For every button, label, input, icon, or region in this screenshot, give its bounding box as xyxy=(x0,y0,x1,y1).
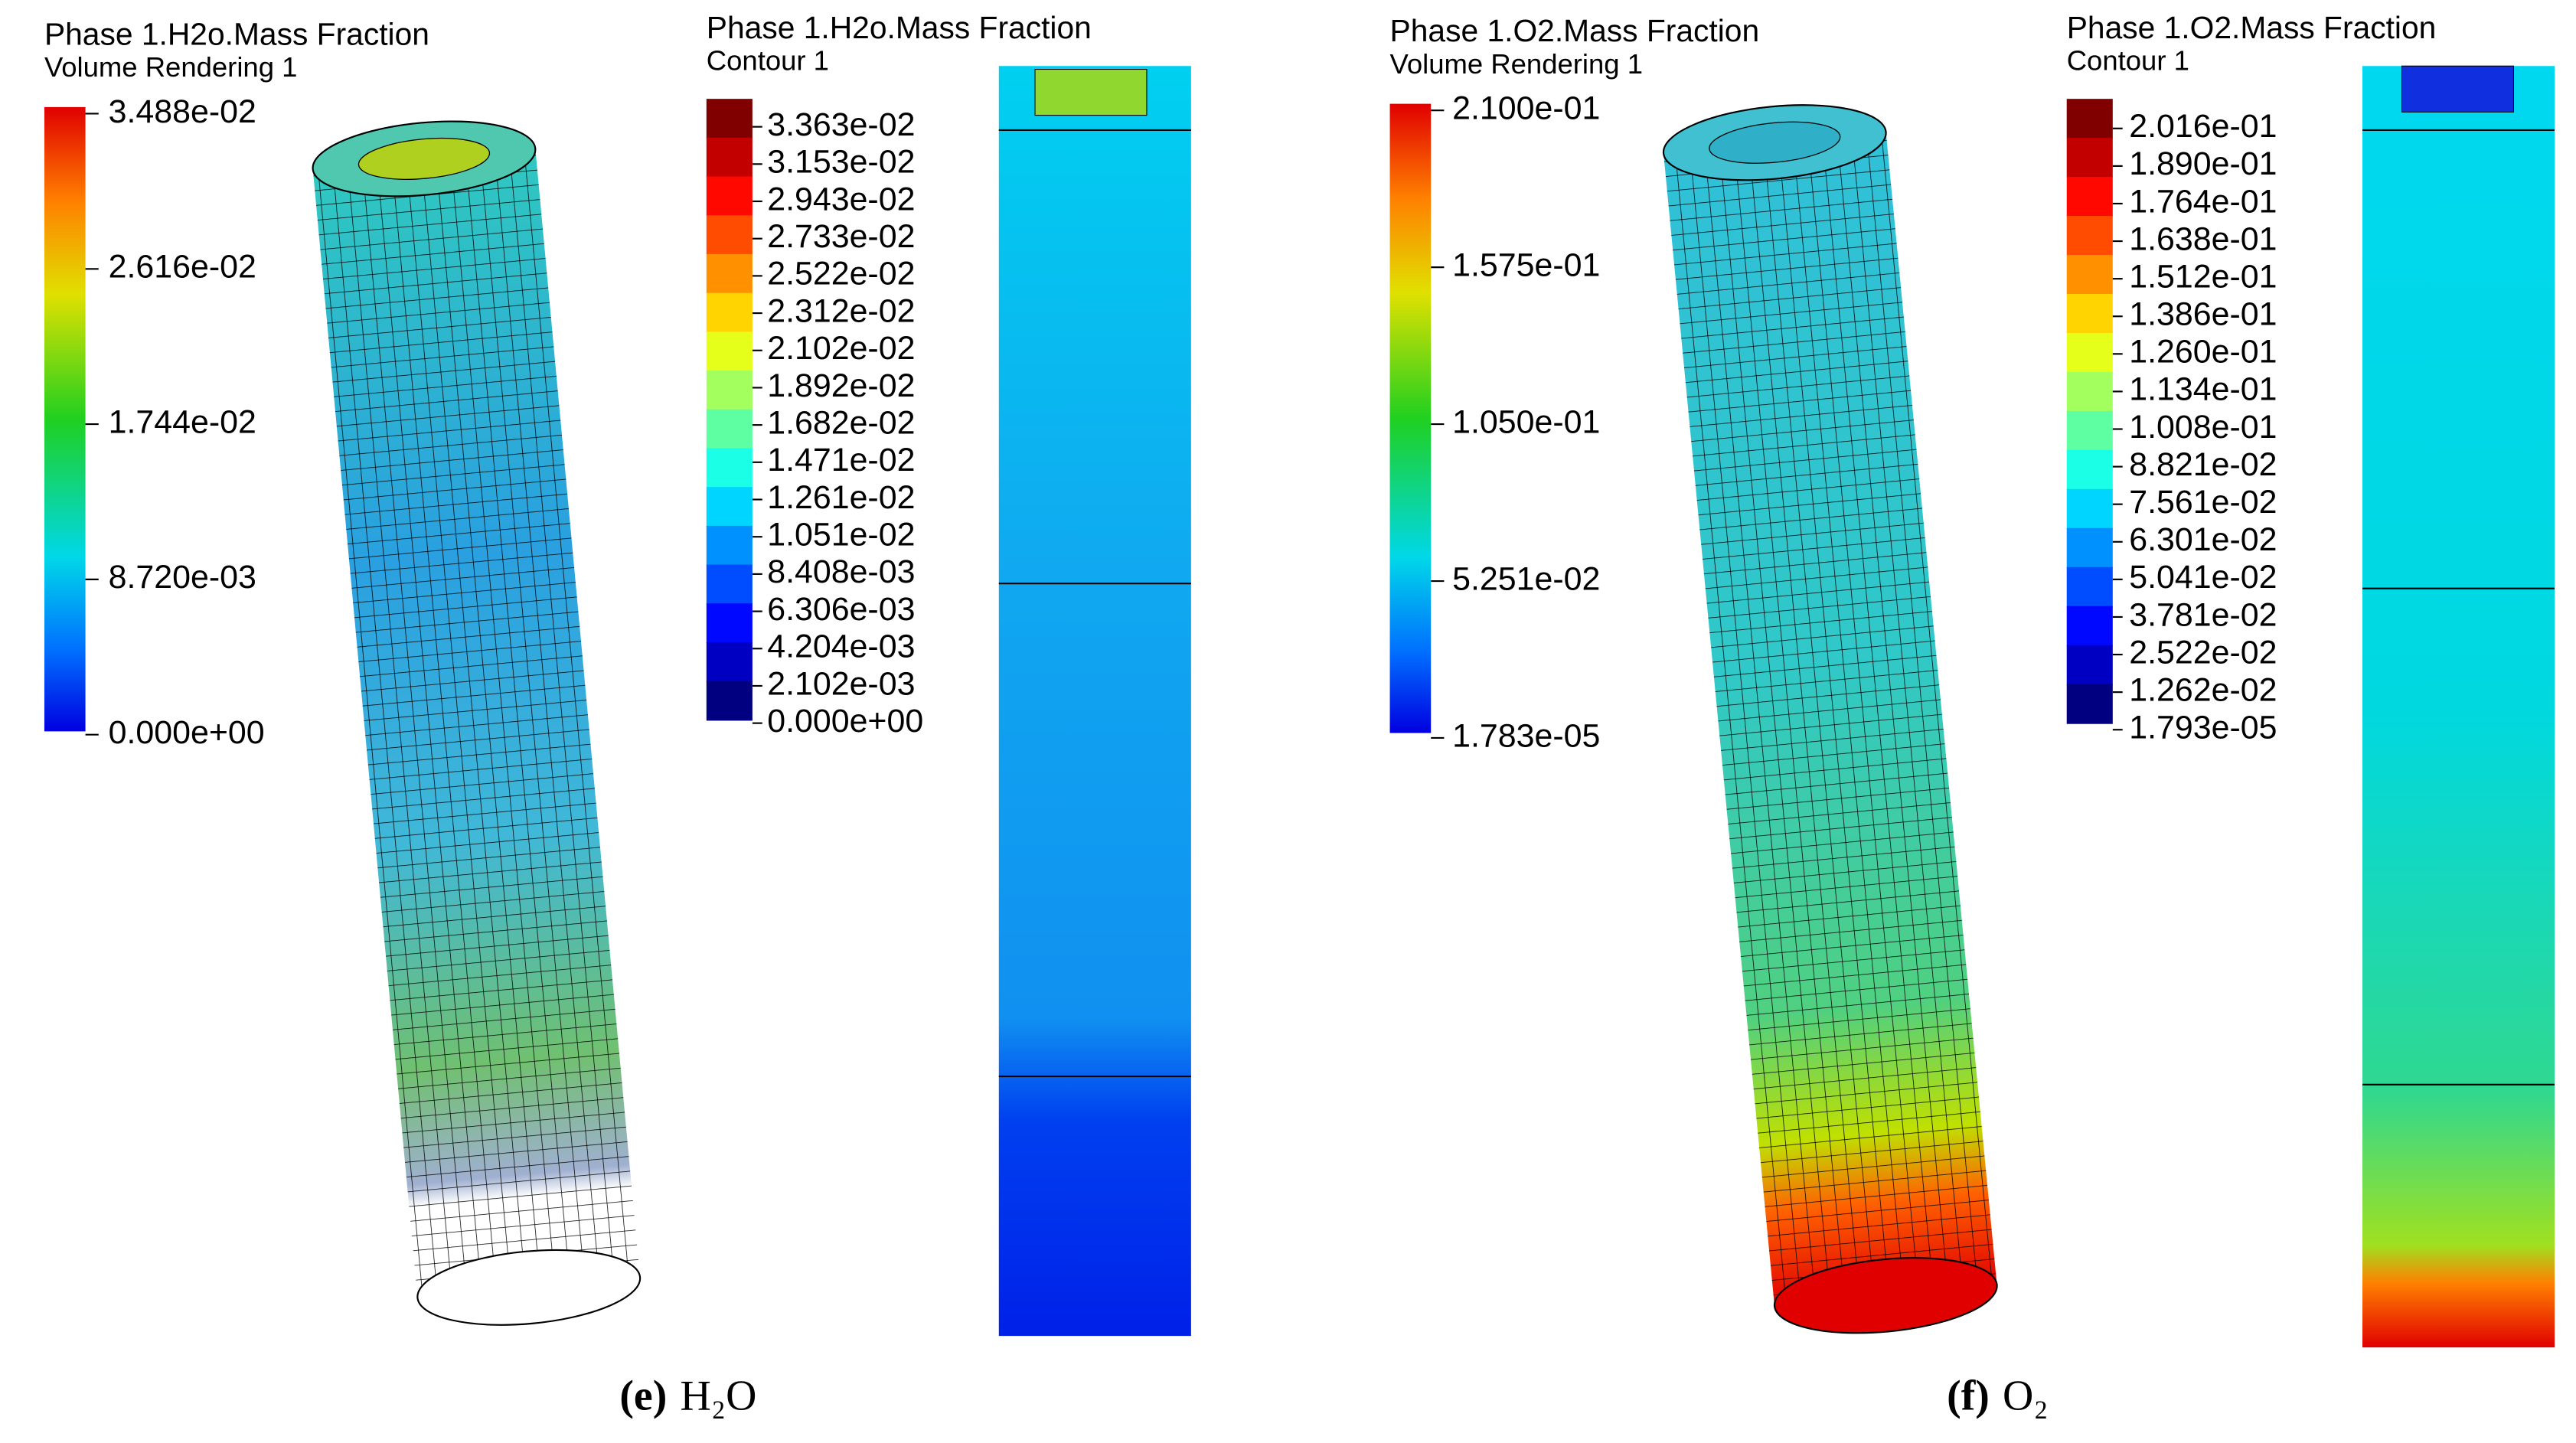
colorbar-label: 3.153e-02 xyxy=(767,144,915,181)
colorbar-band xyxy=(2066,255,2113,295)
colorbar-label: 2.616e-02 xyxy=(109,249,256,286)
colorbar-band xyxy=(2066,527,2113,568)
caption-text: H₂O xyxy=(680,1373,756,1420)
colorbar-label: 0.000e+00 xyxy=(767,703,923,739)
contour-strip xyxy=(998,66,1191,1337)
colorbar-band xyxy=(706,292,753,333)
colorbar-label: 1.512e-01 xyxy=(2129,258,2277,295)
colorbar-label: 0.000e+00 xyxy=(109,714,265,751)
colorbar-label: 1.050e-01 xyxy=(1452,403,1600,440)
colorbar-band xyxy=(706,642,753,682)
colorbar-band xyxy=(2066,177,2113,217)
colorbar-label: 1.261e-02 xyxy=(767,479,915,516)
colorbar-band xyxy=(2066,606,2113,646)
colorbar-band xyxy=(706,99,753,139)
colorbar-label: 2.102e-02 xyxy=(767,330,915,367)
colorbar-band xyxy=(706,525,753,566)
colorbar-label: 1.892e-02 xyxy=(767,367,915,404)
legend-title: Phase 1.O2.Mass Fraction xyxy=(1390,13,1760,48)
legend-title: Phase 1.O2.Mass Fraction xyxy=(2067,10,2437,45)
colorbar-band xyxy=(2066,371,2113,412)
legend-subtitle: Contour 1 xyxy=(2067,45,2189,77)
caption-label: (f) xyxy=(1947,1373,1990,1420)
colorbar-label: 2.733e-02 xyxy=(767,218,915,255)
colorbar-band xyxy=(706,371,753,410)
colorbar-label: 1.783e-05 xyxy=(1452,717,1600,754)
colorbar-label: 1.262e-02 xyxy=(2129,671,2277,708)
colorbar-label: 8.821e-02 xyxy=(2129,446,2277,483)
colorbar-label: 1.682e-02 xyxy=(767,404,915,441)
colorbar-label: 2.522e-02 xyxy=(2129,634,2277,671)
colorbar-label: 1.134e-01 xyxy=(2129,371,2277,408)
colorbar xyxy=(44,106,86,732)
colorbar-band xyxy=(2066,332,2113,374)
colorbar-label: 8.720e-03 xyxy=(109,559,256,596)
colorbar-band xyxy=(2066,99,2113,139)
legend-subtitle: Volume Rendering 1 xyxy=(44,51,297,83)
colorbar-label: 3.488e-02 xyxy=(109,93,256,130)
colorbar-label: 2.943e-02 xyxy=(767,181,915,217)
cylinder-render xyxy=(1662,104,1998,1334)
colorbar-label: 2.016e-01 xyxy=(2129,108,2277,145)
legend-title: Phase 1.H2o.Mass Fraction xyxy=(44,16,429,51)
colorbar-label: 6.301e-02 xyxy=(2129,521,2277,558)
colorbar-label: 7.561e-02 xyxy=(2129,484,2277,521)
colorbar-band xyxy=(2066,449,2113,490)
colorbar-band xyxy=(706,215,753,256)
colorbar-label: 1.471e-02 xyxy=(767,442,915,478)
colorbar-band xyxy=(2066,645,2113,685)
contour-strip xyxy=(2362,65,2555,1348)
legend-subtitle: Volume Rendering 1 xyxy=(1390,48,1643,80)
caption-text: O₂ xyxy=(2003,1373,2049,1420)
colorbar-label: 2.100e-01 xyxy=(1452,90,1600,127)
colorbar-label: 1.386e-01 xyxy=(2129,296,2277,333)
colorbar-label: 2.522e-02 xyxy=(767,256,915,292)
colorbar-label: 5.251e-02 xyxy=(1452,560,1600,597)
colorbar-band xyxy=(706,564,753,605)
colorbar-band xyxy=(2066,138,2113,178)
colorbar-band xyxy=(706,409,753,449)
caption-label: (e) xyxy=(619,1373,667,1420)
colorbar-label: 5.041e-02 xyxy=(2129,559,2277,596)
colorbar-band xyxy=(706,603,753,644)
colorbar-band xyxy=(706,487,753,527)
legend-title: Phase 1.H2o.Mass Fraction xyxy=(707,10,1092,45)
colorbar-band xyxy=(706,137,753,178)
colorbar-label: 1.051e-02 xyxy=(767,517,915,553)
colorbar-label: 1.638e-01 xyxy=(2129,220,2277,257)
colorbar-band xyxy=(2066,684,2113,724)
colorbar-band xyxy=(706,681,753,721)
colorbar-band xyxy=(2066,410,2113,451)
colorbar-label: 1.764e-01 xyxy=(2129,183,2277,220)
cylinder-render xyxy=(312,120,642,1326)
colorbar xyxy=(1389,103,1432,733)
colorbar-band xyxy=(706,448,753,488)
colorbar-label: 1.008e-01 xyxy=(2129,409,2277,446)
colorbar-label: 4.204e-03 xyxy=(767,628,915,665)
colorbar-label: 8.408e-03 xyxy=(767,553,915,590)
colorbar-label: 6.306e-03 xyxy=(767,591,915,628)
colorbar-label: 1.744e-02 xyxy=(109,403,256,440)
colorbar-band xyxy=(706,331,753,372)
colorbar-band xyxy=(706,176,753,217)
colorbar-label: 3.781e-02 xyxy=(2129,596,2277,633)
colorbar-band xyxy=(2066,293,2113,335)
colorbar-label: 1.575e-01 xyxy=(1452,246,1600,283)
colorbar-label: 3.363e-02 xyxy=(767,106,915,143)
colorbar-band xyxy=(2066,566,2113,607)
colorbar-label: 2.312e-02 xyxy=(767,292,915,329)
colorbar-label: 2.102e-03 xyxy=(767,665,915,702)
colorbar-band xyxy=(706,253,753,294)
colorbar-band xyxy=(2066,488,2113,529)
colorbar-label: 1.890e-01 xyxy=(2129,145,2277,182)
legend-subtitle: Contour 1 xyxy=(707,45,829,77)
colorbar-label: 1.260e-01 xyxy=(2129,334,2277,371)
colorbar-label: 1.793e-05 xyxy=(2129,710,2277,746)
colorbar-band xyxy=(2066,216,2113,256)
